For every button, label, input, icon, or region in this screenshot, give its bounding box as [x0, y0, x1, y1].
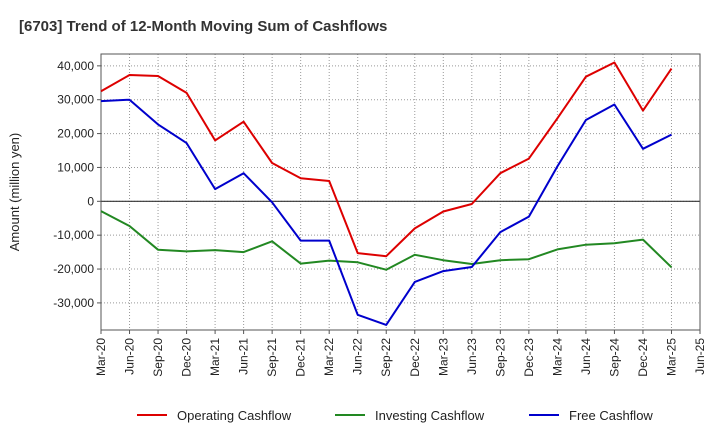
- series-line-investing-cashflow: [100, 210, 673, 271]
- x-tick-label: Dec-21: [294, 338, 308, 377]
- x-axis-ticks: Mar-20 Jun-20 Sep-20 Dec-20 Mar-21 Jun-21 Sep-…: [94, 330, 707, 377]
- legend: Operating Cashflow Investing Cashflow Free…: [137, 408, 653, 423]
- x-tick-label: Jun-20: [123, 338, 137, 375]
- y-tick-label: -20,000: [53, 262, 94, 276]
- x-tick-label: Mar-24: [550, 338, 564, 376]
- x-tick-label: Mar-23: [436, 338, 450, 376]
- y-tick-label: 10,000: [57, 160, 94, 174]
- x-tick-label: Dec-23: [522, 338, 536, 377]
- gridlines: [100, 54, 701, 330]
- x-tick-label: Jun-22: [351, 338, 365, 375]
- y-axis-label: Amount (million yen): [7, 133, 22, 252]
- x-tick-label: Sep-24: [607, 338, 621, 377]
- x-tick-label: Jun-21: [237, 338, 251, 375]
- x-tick-label: Sep-23: [493, 338, 507, 377]
- legend-label-free-cashflow: Free Cashflow: [569, 408, 653, 423]
- y-tick-label: 40,000: [57, 59, 94, 73]
- x-tick-label: Mar-25: [664, 338, 678, 376]
- y-tick-label: -10,000: [53, 228, 94, 242]
- y-tick-label: 30,000: [57, 93, 94, 107]
- x-tick-label: Jun-24: [579, 338, 593, 375]
- x-tick-label: Dec-22: [408, 338, 422, 377]
- y-axis-ticks: 40,000 30,000 20,000 10,000 0 -10,000 -20,000 -…: [53, 59, 101, 310]
- x-tick-label: Mar-20: [94, 338, 108, 376]
- x-tick-label: Sep-21: [265, 338, 279, 377]
- x-tick-label: Mar-22: [322, 338, 336, 376]
- legend-label-operating-cashflow: Operating Cashflow: [177, 408, 292, 423]
- plot-frame: [100, 53, 701, 331]
- y-tick-label: 20,000: [57, 127, 94, 141]
- x-tick-label: Mar-21: [208, 338, 222, 376]
- x-tick-label: Jun-23: [465, 338, 479, 375]
- x-tick-label: Sep-22: [379, 338, 393, 377]
- y-tick-label: -30,000: [53, 296, 94, 310]
- series-line-free-cashflow: [100, 98, 672, 326]
- x-tick-label: Sep-20: [151, 338, 165, 377]
- legend-label-investing-cashflow: Investing Cashflow: [375, 408, 485, 423]
- x-tick-label: Dec-20: [180, 338, 194, 377]
- x-tick-label: Dec-24: [636, 338, 650, 377]
- series-line-operating-cashflow: [100, 61, 673, 258]
- y-tick-label: 0: [87, 194, 94, 208]
- chart-title: [6703] Trend of 12-Month Moving Sum of C…: [19, 18, 387, 35]
- series-layer: [100, 61, 673, 326]
- x-tick-label: Jun-25: [693, 338, 707, 375]
